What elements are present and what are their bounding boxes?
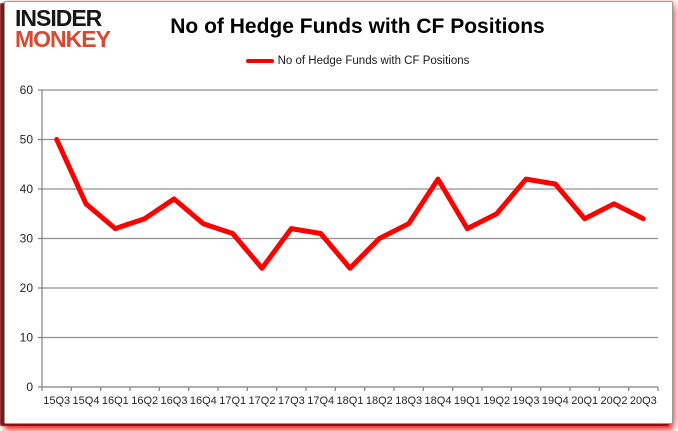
y-axis-label-10: 10	[20, 331, 34, 345]
y-axis-label-50: 50	[20, 133, 34, 147]
x-axis-label-16Q2: 16Q2	[131, 395, 158, 407]
x-axis-label-19Q2: 19Q2	[483, 395, 510, 407]
chart-title: No of Hedge Funds with CF Positions	[170, 15, 545, 38]
chart-legend: No of Hedge Funds with CF Positions	[5, 55, 672, 67]
x-axis-label-19Q3: 19Q3	[513, 395, 540, 407]
x-axis-label-18Q4: 18Q4	[425, 395, 452, 407]
legend-label: No of Hedge Funds with CF Positions	[277, 55, 470, 67]
x-axis-label-19Q1: 19Q1	[454, 395, 481, 407]
x-axis-label-17Q2: 17Q2	[249, 395, 276, 407]
x-axis-label-17Q3: 17Q3	[278, 395, 305, 407]
x-axis-label-18Q2: 18Q2	[366, 395, 393, 407]
y-axis-label-0: 0	[26, 380, 33, 394]
x-axis-label-20Q2: 20Q2	[601, 395, 628, 407]
y-axis-label-60: 60	[20, 83, 34, 97]
y-axis-label-20: 20	[20, 281, 34, 295]
x-axis-label-15Q3: 15Q3	[43, 395, 70, 407]
x-axis-label-16Q4: 16Q4	[190, 395, 217, 407]
y-axis-label-30: 30	[20, 232, 34, 246]
x-axis-label-20Q3: 20Q3	[630, 395, 657, 407]
x-axis-label-18Q1: 18Q1	[337, 395, 364, 407]
legend-line-marker-icon	[245, 59, 274, 63]
x-axis-label-20Q1: 20Q1	[571, 395, 598, 407]
insider-monkey-logo[interactable]: INSIDER MONKEY	[15, 5, 111, 53]
x-axis-label-17Q4: 17Q4	[307, 395, 334, 407]
x-axis-label-17Q1: 17Q1	[219, 395, 246, 407]
x-axis-label-18Q3: 18Q3	[395, 395, 422, 407]
x-axis-label-19Q4: 19Q4	[542, 395, 569, 407]
series-line	[54, 137, 646, 271]
chart-panel: 0 10 20 30 40 50 60 15Q3 15Q4 16Q1 16Q2 16Q3 16Q4 17Q…	[4, 1, 673, 424]
y-axis-label-40: 40	[20, 182, 34, 196]
logo-word-insider: INSIDER	[15, 5, 102, 31]
logo-word-monkey: MONKEY	[15, 26, 111, 53]
x-axis-label-15Q4: 15Q4	[73, 395, 100, 407]
x-axis-label-16Q3: 16Q3	[161, 395, 188, 407]
x-axis-label-16Q1: 16Q1	[102, 395, 129, 407]
